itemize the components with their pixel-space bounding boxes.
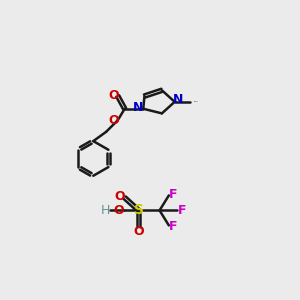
Text: O: O [115, 190, 125, 203]
Text: H: H [101, 204, 110, 217]
Text: N: N [133, 101, 143, 114]
Text: S: S [134, 203, 144, 218]
Text: O: O [108, 114, 119, 127]
Text: F: F [169, 188, 177, 201]
Text: F: F [178, 204, 186, 217]
Text: O: O [114, 204, 124, 217]
Text: methyl: methyl [194, 101, 199, 103]
Text: N: N [173, 94, 183, 106]
Text: O: O [133, 225, 144, 238]
Text: F: F [169, 220, 177, 233]
Text: O: O [108, 89, 119, 102]
